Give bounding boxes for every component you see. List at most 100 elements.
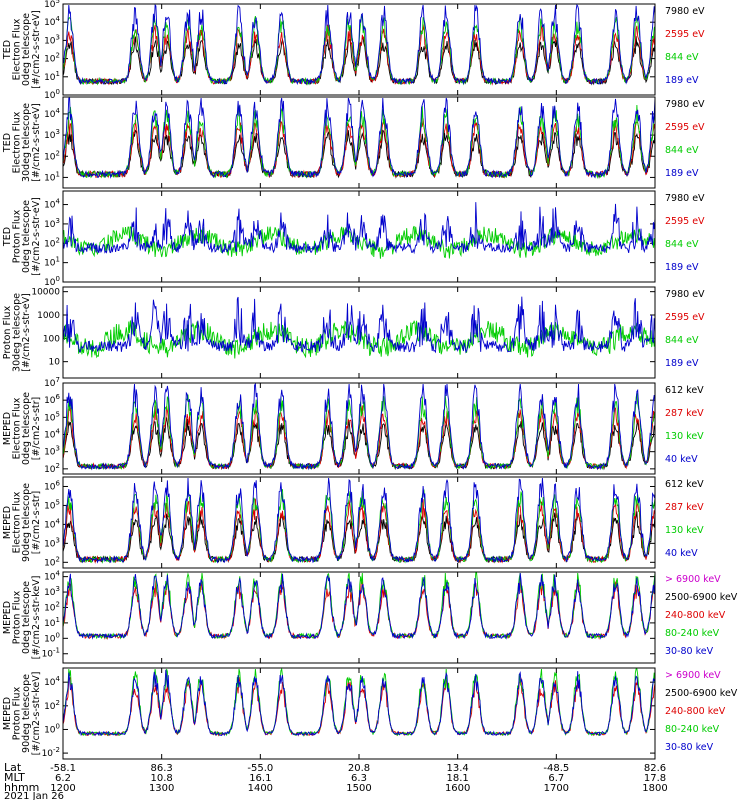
y-axis-label-line: Electron Flux — [12, 491, 23, 553]
series-trace — [62, 669, 656, 737]
y-axis-label-line: 0deg telescope — [21, 392, 32, 465]
y-axis-label-line: TED — [2, 40, 13, 60]
y-axis-label-line: 0deg telescope — [21, 200, 32, 273]
series-trace — [62, 202, 656, 255]
y-axis-label-line: [#/cm2-s-str-eV] — [31, 197, 42, 276]
y-axis-label-line: MEPED — [2, 506, 13, 539]
legend-entry: 2595 eV — [665, 216, 705, 227]
y-axis-label: TEDElectron Flux0deg telescope[#/cm2-s-s… — [2, 10, 42, 89]
footer-hhmm-value: 1800 — [642, 783, 667, 794]
footer-lat-value: 86.3 — [151, 763, 173, 774]
series-trace — [62, 572, 656, 640]
y-axis-label-line: 30deg telescope — [12, 293, 23, 372]
legend-entry: 2595 eV — [665, 122, 705, 133]
ytick-label: 10000 — [31, 288, 60, 298]
legend-entry: 287 keV — [665, 408, 704, 419]
y-axis-label: MEPEDProton Flux0deg telescope[#/cm2-s-s… — [2, 576, 42, 660]
legend-entry: 612 keV — [665, 385, 704, 396]
series-trace — [62, 36, 656, 86]
footer-mlt-value: 6.2 — [55, 773, 71, 784]
series-trace — [62, 320, 656, 359]
y-axis-label: TEDProton Flux0deg telescope[#/cm2-s-str… — [2, 197, 42, 276]
y-axis-label-line: Proton Flux — [12, 209, 23, 263]
legend-entry: 130 keV — [665, 431, 704, 442]
series-trace — [62, 511, 656, 564]
y-axis-label-line: Electron Flux — [12, 18, 23, 80]
y-axis-label: Proton Flux30deg telescope[#/cm2-s-str-e… — [2, 293, 32, 372]
y-axis-label-line: Electron Flux — [12, 397, 23, 459]
legend-entry: 7980 eV — [665, 6, 705, 17]
legend-entry: 2595 eV — [665, 29, 705, 40]
y-axis-label-line: 30deg telescope — [21, 103, 32, 182]
legend-entry: 80-240 keV — [665, 628, 720, 639]
footer-lat-value: 13.4 — [447, 763, 469, 774]
y-axis-label-line: [#/cm2-s-str-eV] — [21, 293, 32, 372]
legend-entry: 287 keV — [665, 502, 704, 513]
legend-entry: 189 eV — [665, 262, 699, 273]
footer-lat-value: 82.6 — [644, 763, 666, 774]
legend-entry: 844 eV — [665, 335, 699, 346]
legend-entry: 844 eV — [665, 145, 699, 156]
legend-entry: 844 eV — [665, 52, 699, 63]
legend-entry: 612 keV — [665, 479, 704, 490]
legend-entry: > 6900 keV — [665, 670, 721, 681]
legend-entry: 189 eV — [665, 168, 699, 179]
footer-hhmm-value: 1300 — [149, 783, 174, 794]
footer-hhmm-value: 1700 — [544, 783, 569, 794]
series-trace — [62, 417, 656, 471]
legend-entry: 30-80 keV — [665, 646, 714, 657]
y-axis-label-line: 0deg telescope — [21, 13, 32, 86]
legend-entry: 40 keV — [665, 548, 698, 559]
footer-lat-value: 20.8 — [348, 763, 370, 774]
footer-mlt-value: 6.7 — [548, 773, 564, 784]
footer-mlt-value: 6.3 — [351, 773, 367, 784]
y-axis-label-line: MEPED — [2, 601, 13, 634]
y-axis-label: TEDElectron Flux30deg telescope[#/cm2-s-… — [2, 103, 42, 182]
legend-entry: 240-800 keV — [665, 610, 726, 621]
legend-entry: 7980 eV — [665, 193, 705, 204]
y-axis-label-line: Electron Flux — [12, 111, 23, 173]
footer-lat-value: -58.1 — [50, 763, 76, 774]
series-trace — [62, 392, 656, 471]
y-axis-label-line: Proton Flux — [12, 686, 23, 740]
y-axis-label-line: TED — [2, 133, 13, 153]
legend-entry: 7980 eV — [665, 99, 705, 110]
y-axis-label-line: [#/cm2-s-str] — [31, 397, 42, 460]
footer-date: 2021 Jan 26 — [4, 791, 64, 800]
y-axis-label-line: Proton Flux — [12, 590, 23, 644]
legend-entry: 7980 eV — [665, 289, 705, 300]
legend-entry: > 6900 keV — [665, 574, 721, 585]
y-axis-label-line: MEPED — [2, 697, 13, 730]
legend-entry: 40 keV — [665, 454, 698, 465]
y-axis-label-line: [#/cm2-s-str-eV] — [31, 103, 42, 182]
y-axis-label-line: [#/cm2-s-str-keV] — [31, 576, 42, 660]
ytick-label: 1000 — [37, 311, 60, 321]
legend-entry: 189 eV — [665, 358, 699, 369]
y-axis-label: MEPEDElectron Flux0deg telescope[#/cm2-s… — [2, 392, 42, 465]
series-trace — [62, 225, 656, 259]
ytick-label: 105 — [44, 0, 60, 10]
series-trace — [62, 97, 656, 179]
y-axis-label: MEPEDProton Flux90deg telescope[#/cm2-s-… — [2, 672, 42, 756]
y-axis-label-line: [#/cm2-s-str-keV] — [31, 672, 42, 756]
series-trace — [62, 477, 656, 564]
series-trace — [62, 128, 656, 179]
y-axis-label-line: MEPED — [2, 412, 13, 445]
footer-lat-value: -48.5 — [543, 763, 569, 774]
footer-mlt-value: 10.8 — [151, 773, 173, 784]
y-axis-label: MEPEDElectron Flux90deg telescope[#/cm2-… — [2, 483, 42, 562]
legend-entry: 80-240 keV — [665, 724, 720, 735]
footer-mlt-value: 18.1 — [447, 773, 469, 784]
y-axis-label-line: 0deg telescope — [21, 581, 32, 654]
legend-entry: 30-80 keV — [665, 742, 714, 753]
y-axis-label-line: 90deg telescope — [21, 674, 32, 753]
y-axis-label-line: [#/cm2-s-str] — [31, 491, 42, 554]
